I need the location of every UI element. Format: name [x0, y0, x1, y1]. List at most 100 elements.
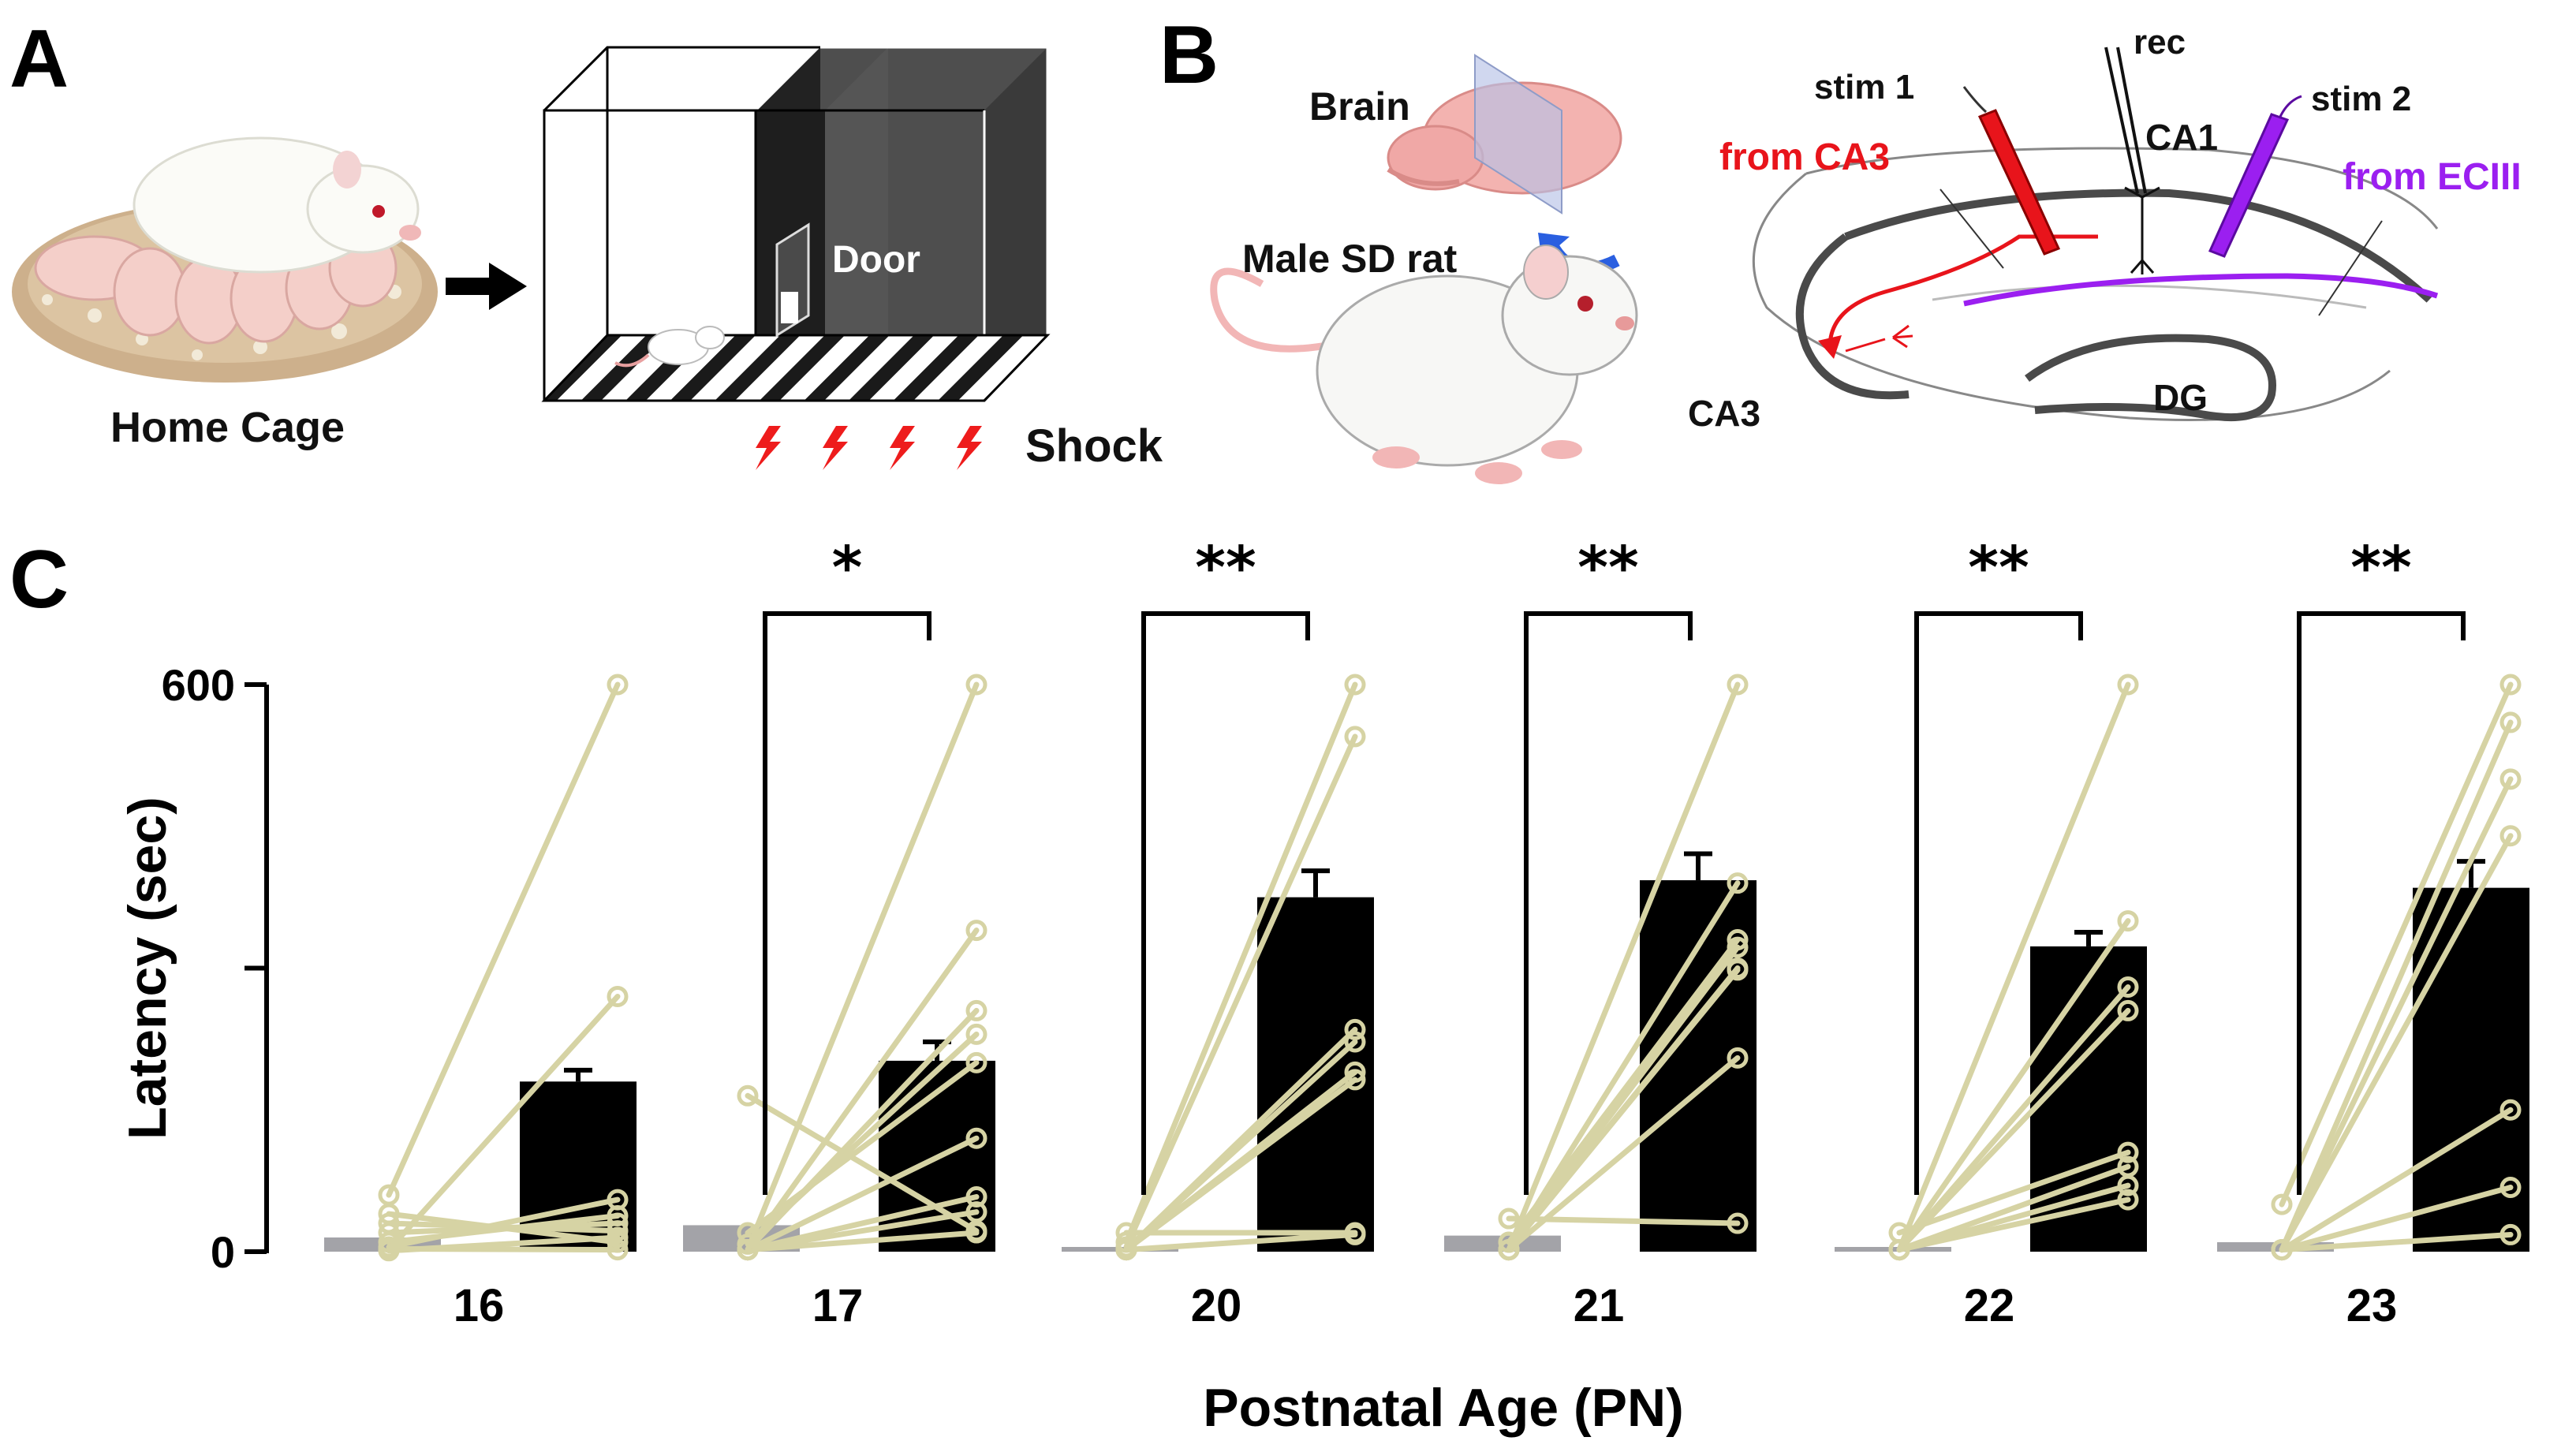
individual-line [745, 1209, 980, 1253]
significance-bracket [1141, 611, 1310, 1195]
x-tick-label: 21 [1574, 1280, 1625, 1331]
individual-line [745, 681, 980, 1253]
y-tick-label: 0 [211, 1227, 235, 1277]
individual-line [386, 993, 621, 1253]
individual-line [1123, 1077, 1358, 1253]
individual-line [1123, 1039, 1358, 1253]
significance-bracket [763, 611, 931, 1195]
stim2-label: stim 2 [2311, 80, 2411, 118]
individual-point-after [1727, 1047, 1749, 1069]
x-tick-label: 22 [1964, 1280, 2015, 1331]
individual-point-after [2117, 910, 2139, 932]
individual-point-after [1344, 674, 1366, 696]
individual-point-after [2117, 674, 2139, 696]
individual-point-before [1498, 1239, 1520, 1261]
individual-point-after [2499, 1099, 2522, 1121]
individual-line [2279, 833, 2514, 1253]
stim1-electrode [1962, 86, 2061, 256]
from-eciii-label: from ECIII [2343, 156, 2522, 198]
brain-illustration: Brain [1309, 54, 1622, 215]
from-ca3-label: from CA3 [1719, 136, 1890, 178]
x-axis-title: Postnatal Age (PN) [1203, 1378, 1684, 1438]
individual-point-after [965, 1023, 987, 1045]
individual-line [1506, 880, 1741, 1253]
individual-line [2279, 1185, 2514, 1253]
significance-marker: ** [1195, 534, 1256, 602]
lightning-icon [890, 426, 915, 470]
panel-b: B Brain Male SD rat [1159, 9, 2522, 484]
significance-marker: ** [1968, 534, 2029, 602]
y-axis-title: Latency (sec) [118, 797, 177, 1140]
lightning-icon [823, 426, 848, 470]
individual-point-after [2117, 1189, 2139, 1211]
home-cage-illustration: Home Cage [12, 136, 438, 451]
individual-line [386, 681, 621, 1198]
individual-point-after [1727, 936, 1749, 958]
individual-line [2279, 1107, 2514, 1253]
arrow-right-icon [446, 263, 527, 310]
individual-point-after [607, 985, 629, 1007]
individual-point-after [1344, 1031, 1366, 1053]
bar-after [2413, 887, 2529, 1252]
individual-point-before [2271, 1193, 2293, 1215]
individual-line [386, 1220, 621, 1236]
stim2-electrode [2208, 95, 2302, 258]
individual-point-after [2499, 768, 2522, 790]
individual-line [1896, 1149, 2131, 1236]
home-cage-label: Home Cage [110, 404, 345, 451]
x-tick-label: 16 [454, 1280, 505, 1331]
individual-line [2279, 1231, 2514, 1253]
individual-line [2279, 719, 2514, 1253]
panel-a-letter: A [9, 13, 69, 105]
individual-point-before [737, 1084, 759, 1107]
individual-line [1896, 984, 2131, 1253]
individual-point-after [965, 1222, 987, 1244]
individual-line [1896, 918, 2131, 1253]
panel-c-letter: C [9, 534, 69, 625]
rec-label: rec [2134, 23, 2186, 62]
individual-point-after [1727, 674, 1749, 696]
significance-bracket [1524, 611, 1693, 1195]
stim1-label: stim 1 [1814, 68, 1914, 106]
bar-before [1835, 1247, 1951, 1252]
individual-line [2279, 681, 2514, 1208]
dg-label: DG [2153, 377, 2208, 418]
panel-c: C 0 600 Latency (sec) Postnatal Age (PN) 16 1… [9, 534, 2529, 1438]
individual-point-after [965, 999, 987, 1021]
individual-point-after [2117, 999, 2139, 1021]
individual-line [1123, 733, 1358, 1250]
individual-line [745, 1230, 980, 1253]
individual-line [2279, 776, 2514, 1253]
individual-line [745, 928, 980, 1253]
individual-point-after [965, 1185, 987, 1208]
individual-line [1506, 681, 1741, 1253]
individual-point-before [1888, 1239, 1910, 1261]
individual-point-after [965, 674, 987, 696]
individual-point-after [965, 1127, 987, 1149]
individual-point-after [2117, 976, 2139, 998]
individual-point-after [1344, 1223, 1366, 1245]
individual-line [1123, 681, 1358, 1245]
individual-line [1506, 944, 1741, 1253]
y-tick-label: 600 [162, 660, 235, 710]
individual-line [745, 1059, 980, 1236]
ca1-label: CA1 [2145, 117, 2218, 158]
significance-bracket [1914, 611, 2083, 1195]
panel-a: A Home Cage [9, 13, 1163, 472]
individual-point-before [2271, 1239, 2293, 1261]
individual-point-after [607, 674, 629, 696]
rat-illustration: Male SD rat [1210, 237, 1638, 484]
individual-line [1506, 1054, 1741, 1253]
individual-point-after [2117, 1141, 2139, 1163]
individual-point-after [965, 920, 987, 942]
x-tick-label: 17 [812, 1280, 864, 1331]
individual-point-before [1115, 1239, 1137, 1261]
individual-line [1123, 1231, 1358, 1253]
individual-point-before [737, 1239, 759, 1261]
door-label: Door [832, 239, 920, 281]
lightning-icon [957, 426, 982, 470]
rec-electrode [2104, 47, 2160, 274]
individual-point-after [607, 1239, 629, 1261]
rat-label: Male SD rat [1242, 237, 1458, 281]
individual-point-before [1498, 1208, 1520, 1230]
